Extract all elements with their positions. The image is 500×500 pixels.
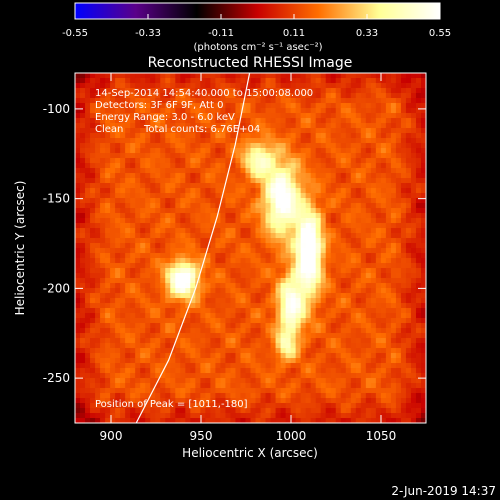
y-tick-label: -250 <box>43 371 70 385</box>
chart-title: Reconstructed RHESSI Image <box>148 55 353 71</box>
colorbar-tick-label: 0.33 <box>356 28 378 39</box>
annotation-time-range: 14-Sep-2014 14:54:40.000 to 15:00:08.000 <box>95 88 313 99</box>
y-axis-label: Heliocentric Y (arcsec) <box>13 181 27 316</box>
colorbar-tick-label: 0.11 <box>283 28 305 39</box>
x-tick-label: 1000 <box>276 429 307 443</box>
annotation-detectors: Detectors: 3F 6F 9F, Att 0 <box>95 100 223 111</box>
colorbar-tick-label: 0.55 <box>429 28 451 39</box>
solar-limb-line <box>135 73 251 423</box>
y-tick-label: -150 <box>43 192 70 206</box>
y-axis-ticks: -250 -200 -150 -100 <box>43 102 426 385</box>
heatmap-image <box>75 73 426 423</box>
colorbar-tick-label: -0.33 <box>135 28 161 39</box>
colorbar-tick-label: -0.55 <box>62 28 88 39</box>
colorbar-label: (photons cm⁻² s⁻¹ asec⁻²) <box>193 42 322 53</box>
annotation-energy-range: Energy Range: 3.0 - 6.0 keV <box>95 112 235 123</box>
colorbar-ticks: -0.55 -0.33 -0.11 0.11 0.33 0.55 <box>62 14 451 39</box>
y-tick-label: -200 <box>43 281 70 295</box>
x-axis-label: Heliocentric X (arcsec) <box>182 446 318 460</box>
plot-frame <box>74 72 427 424</box>
annotation-total-counts: Total counts: 6.76E+04 <box>143 124 260 135</box>
x-axis-ticks: 900 950 1000 1050 <box>100 73 397 443</box>
x-tick-label: 950 <box>190 429 213 443</box>
footer-timestamp: 2-Jun-2019 14:37 <box>391 484 496 498</box>
y-tick-label: -100 <box>43 102 70 116</box>
x-tick-label: 900 <box>100 429 123 443</box>
peak-position-label: Position of Peak = [1011,-180] <box>95 399 248 410</box>
annotation-clean: Clean <box>95 124 123 135</box>
colorbar <box>74 2 441 20</box>
x-tick-label: 1050 <box>366 429 397 443</box>
colorbar-tick-label: -0.11 <box>208 28 234 39</box>
